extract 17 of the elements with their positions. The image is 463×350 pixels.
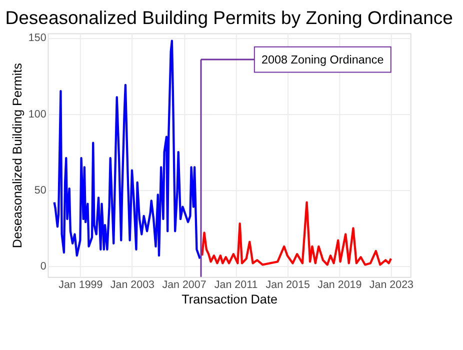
y-tick-label: 50 <box>34 184 46 197</box>
ref-line-label: 2008 Zoning Ordinance <box>262 53 384 66</box>
x-tick-label: Jan 2011 <box>214 279 258 292</box>
y-tick-label: 0 <box>40 260 46 273</box>
x-axis-title: Transaction Date <box>182 292 278 307</box>
line-series <box>53 40 202 260</box>
x-tick-label: Jan 2015 <box>266 279 310 292</box>
x-tick-label: Jan 2003 <box>110 279 155 292</box>
x-tick-label: Jan 2019 <box>318 279 362 292</box>
chart-title: Deseasonalized Building Permits by Zoning Ordinance <box>5 7 453 28</box>
line-series <box>201 201 392 266</box>
y-tick-label: 150 <box>28 32 46 44</box>
y-tick-label: 100 <box>28 108 46 120</box>
x-tick-label: Jan 2023 <box>369 279 414 292</box>
x-tick-label: Jan 2007 <box>162 279 206 292</box>
y-axis-title: Deseasonalized Building Permits <box>10 63 25 248</box>
x-tick-label: Jan 1999 <box>58 279 103 292</box>
